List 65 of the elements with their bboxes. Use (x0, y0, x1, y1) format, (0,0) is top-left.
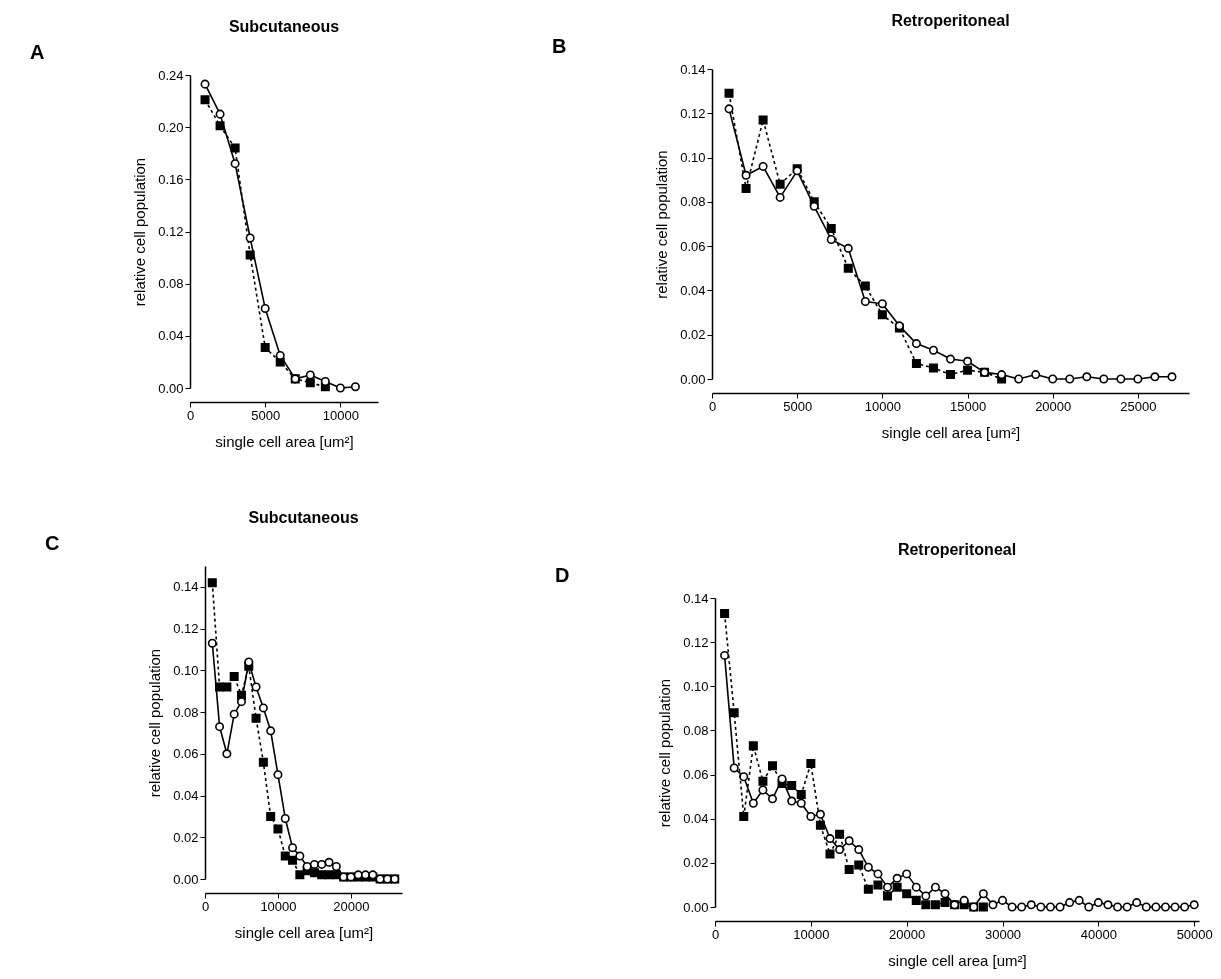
y-tick-label: 0.10 (680, 150, 706, 166)
chart-title: Subcutaneous (228, 18, 340, 35)
text: C (45, 532, 60, 554)
y-tick-label: 0.12 (173, 621, 199, 637)
y-tick-label: 0.06 (683, 767, 709, 783)
x-axis-title: single cell area [um²] (888, 951, 1027, 969)
y-tick-label: 0.04 (680, 282, 706, 298)
y-tick-label: 0.24 (158, 67, 184, 83)
x-tick-label: 20000 (889, 926, 926, 942)
x-tick-label: 0 (201, 898, 210, 914)
y-tick-label: 0.12 (158, 224, 184, 239)
y-tick-label: 0.08 (683, 722, 709, 738)
x-tick-label: 10000 (793, 926, 830, 942)
y-tick-label: 0.08 (173, 704, 199, 720)
x-tick-label: 30000 (984, 926, 1022, 942)
x-tick-label: 20000 (1035, 398, 1072, 414)
y-tick-label: 0.20 (158, 119, 184, 135)
x-tick-label: 50000 (1176, 926, 1213, 942)
y-tick-label: 0.00 (683, 899, 709, 915)
y-tick-label: 0.14 (680, 61, 706, 77)
text: A (30, 41, 45, 63)
y-tick-label: 0.02 (683, 855, 709, 871)
y-tick-label: 0.00 (680, 371, 706, 387)
y-tick-label: 0.02 (173, 829, 199, 845)
y-tick-label: 0.06 (173, 746, 199, 762)
x-tick-label: 0 (186, 407, 195, 423)
y-tick-label: 0.00 (158, 380, 184, 396)
x-tick-label: 5000 (251, 407, 281, 423)
y-tick-label: 0.04 (683, 811, 709, 827)
y-tick-label: 0.02 (680, 327, 706, 343)
x-tick-label: 25000 (1120, 398, 1157, 414)
y-axis-title: relative cell population (656, 678, 674, 828)
chart-title: Retroperitoneal (891, 12, 1010, 29)
y-tick-label: 0.12 (680, 105, 706, 121)
x-axis-title: single cell area [um²] (215, 432, 354, 450)
chart-title: Subcutaneous (248, 509, 359, 526)
x-tick-label: 40000 (1080, 926, 1117, 942)
x-tick-label: 0 (708, 398, 717, 414)
y-tick-label: 0.04 (173, 788, 199, 804)
x-tick-label: 5000 (783, 398, 813, 414)
chart-title: Retroperitoneal (897, 541, 1017, 558)
x-axis-title: single cell area [um²] (234, 923, 374, 941)
y-tick-label: 0.04 (158, 328, 184, 344)
y-axis-title: relative cell population (146, 648, 164, 798)
x-tick-label: 10000 (260, 898, 297, 914)
x-tick-label: 15000 (949, 398, 987, 414)
y-axis-title: relative cell population (131, 157, 149, 307)
y-tick-label: 0.16 (158, 171, 184, 187)
x-tick-label: 0 (711, 926, 720, 942)
x-tick-label: 10000 (864, 398, 901, 414)
y-axis-title: relative cell population (653, 150, 671, 299)
y-tick-label: 0.08 (680, 194, 706, 210)
x-tick-label: 10000 (322, 407, 359, 423)
y-tick-label: 0.14 (173, 579, 199, 595)
y-tick-label: 0.14 (683, 590, 709, 606)
y-tick-label: 0.08 (158, 276, 184, 292)
y-tick-label: 0.06 (680, 238, 706, 254)
x-axis-title: single cell area [um²] (881, 423, 1021, 441)
x-tick-label: 20000 (333, 898, 370, 914)
y-tick-label: 0.10 (683, 678, 709, 694)
y-tick-label: 0.10 (173, 662, 199, 678)
y-tick-label: 0.00 (173, 871, 199, 887)
text: D (555, 564, 570, 586)
y-tick-label: 0.12 (683, 634, 709, 650)
text: B (552, 35, 567, 57)
